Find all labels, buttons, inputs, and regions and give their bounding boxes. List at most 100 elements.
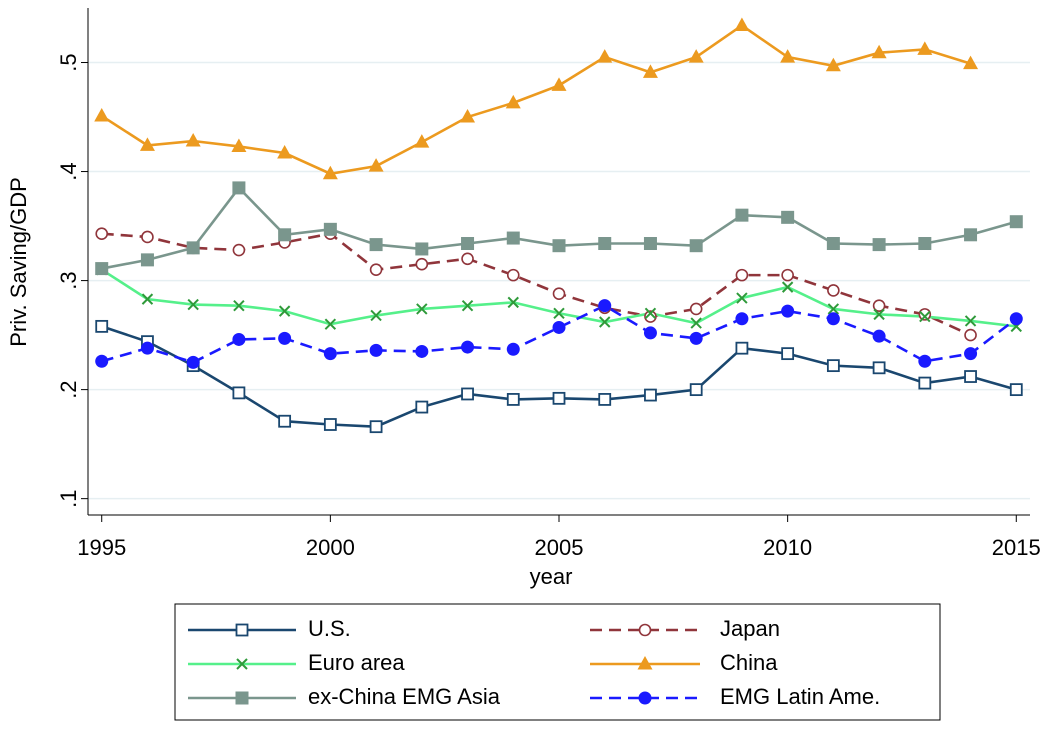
- marker: [781, 281, 794, 293]
- marker: [919, 310, 931, 323]
- marker: [460, 109, 476, 123]
- marker: [235, 691, 249, 705]
- marker: [505, 94, 521, 109]
- marker: [94, 107, 110, 122]
- marker: [506, 231, 520, 245]
- marker: [278, 331, 292, 345]
- marker: [689, 239, 703, 253]
- marker: [461, 340, 475, 354]
- marker: [323, 347, 337, 361]
- series-line: [101, 232, 972, 337]
- marker: [277, 145, 293, 159]
- marker: [140, 341, 154, 355]
- marker: [963, 55, 979, 70]
- marker: [735, 341, 749, 355]
- marker: [95, 319, 109, 333]
- marker: [918, 354, 932, 368]
- marker: [232, 386, 246, 400]
- marker: [278, 228, 292, 242]
- marker: [781, 347, 795, 361]
- legend-label: Euro area: [308, 650, 405, 675]
- marker: [141, 230, 154, 244]
- marker: [638, 691, 652, 705]
- marker: [689, 383, 703, 397]
- marker: [964, 228, 978, 242]
- marker: [232, 332, 246, 346]
- marker: [323, 222, 337, 236]
- marker: [186, 355, 200, 369]
- marker: [964, 328, 977, 342]
- marker: [964, 315, 977, 327]
- marker: [369, 420, 383, 434]
- marker: [415, 344, 429, 358]
- marker: [827, 303, 840, 315]
- legend-box: [174, 603, 941, 721]
- y-tick-label: .3: [56, 271, 81, 289]
- marker: [369, 343, 383, 357]
- marker: [186, 241, 200, 255]
- marker: [278, 305, 291, 317]
- legend-label: ex-China EMG Asia: [308, 684, 501, 709]
- marker: [415, 400, 429, 414]
- marker: [235, 623, 249, 637]
- x-tick-label: 1995: [77, 535, 126, 560]
- marker: [552, 320, 566, 334]
- marker: [231, 138, 247, 152]
- marker: [461, 252, 474, 266]
- marker: [872, 329, 886, 343]
- y-axis-title: Priv. Saving/GDP: [6, 177, 31, 347]
- marker: [461, 299, 474, 312]
- marker: [506, 268, 520, 282]
- marker: [872, 238, 886, 252]
- marker: [1009, 215, 1023, 229]
- marker: [551, 77, 567, 91]
- marker: [369, 263, 383, 276]
- x-axis-title: year: [530, 564, 573, 589]
- marker: [599, 316, 611, 328]
- marker: [827, 284, 840, 297]
- marker: [553, 307, 565, 319]
- marker: [918, 308, 932, 321]
- marker: [232, 243, 246, 257]
- marker: [871, 44, 887, 59]
- marker: [415, 242, 429, 256]
- y-tick-label: .1: [56, 489, 81, 507]
- marker: [964, 347, 978, 361]
- series-line: [101, 304, 1018, 364]
- marker: [642, 64, 658, 78]
- marker: [873, 308, 885, 321]
- series-line: [101, 23, 971, 176]
- marker: [872, 299, 886, 312]
- marker: [781, 268, 794, 282]
- marker: [637, 656, 653, 670]
- marker: [781, 304, 795, 318]
- x-tick-label: 2010: [763, 535, 812, 560]
- marker: [369, 238, 383, 252]
- marker: [917, 41, 933, 55]
- marker: [414, 134, 430, 148]
- marker: [735, 268, 749, 282]
- marker: [644, 388, 657, 402]
- x-tick-label: 2015: [992, 535, 1041, 560]
- marker: [140, 253, 154, 267]
- marker: [507, 296, 519, 309]
- marker: [322, 165, 338, 180]
- marker: [552, 287, 566, 300]
- marker: [736, 292, 748, 304]
- marker: [552, 239, 566, 253]
- marker: [689, 331, 703, 345]
- y-tick-label: .2: [56, 380, 81, 398]
- marker: [964, 370, 977, 383]
- marker: [872, 361, 886, 375]
- marker: [506, 393, 520, 406]
- marker: [918, 376, 932, 390]
- marker: [324, 318, 337, 330]
- marker: [323, 418, 337, 431]
- marker: [552, 391, 566, 405]
- marker: [187, 298, 199, 311]
- marker: [735, 208, 749, 222]
- marker: [95, 354, 109, 368]
- legend-label: China: [720, 650, 778, 675]
- legend-label: U.S.: [308, 616, 351, 641]
